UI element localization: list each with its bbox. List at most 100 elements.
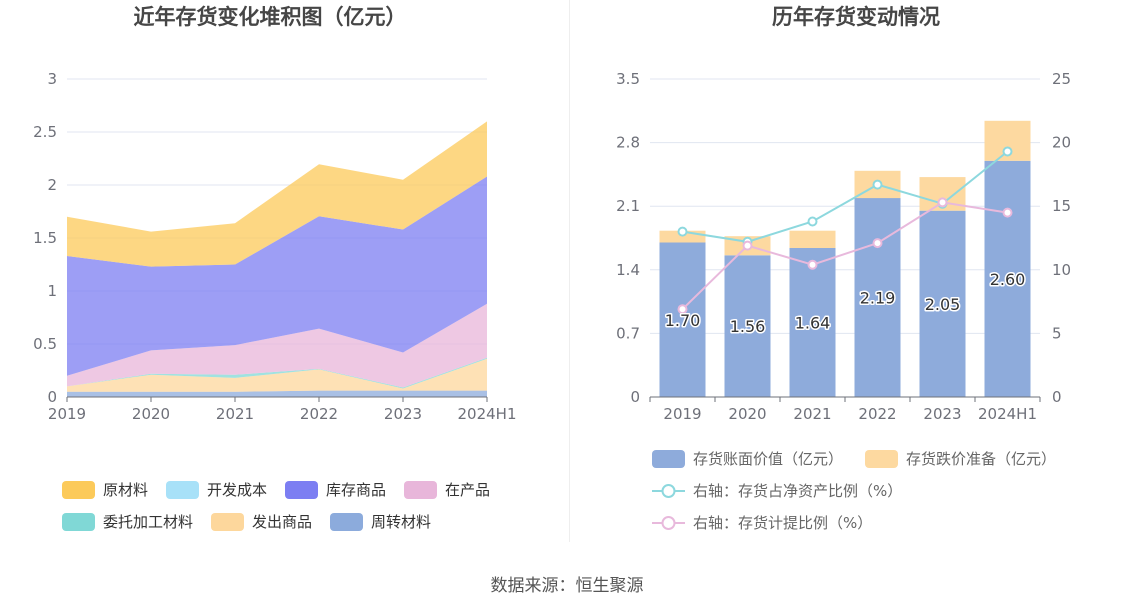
x-axis-tick-label: 2020 <box>728 405 766 423</box>
legend-item-raw-materials[interactable]: 原材料 <box>62 481 148 499</box>
bar-value-label: 1.70 <box>665 311 701 330</box>
point-net-assets-ratio <box>677 226 688 237</box>
bar-value-label: 1.64 <box>795 313 831 332</box>
legend-label-net-assets-ratio: 右轴：存货占净资产比例（%） <box>693 482 903 500</box>
x-axis-tick-label: 2024H1 <box>978 405 1037 423</box>
y-axis-tick-label: 2.5 <box>33 123 57 141</box>
inventory-chart-title: 历年存货变动情况 <box>772 5 940 29</box>
y-axis-tick-label: 1 <box>47 282 57 300</box>
legend-swatch-finished-goods <box>285 481 319 499</box>
bar-book-value <box>854 198 901 397</box>
point-net-assets-ratio <box>807 216 818 227</box>
legend-row: 原材料 开发成本 库存商品 在产品 <box>62 481 508 499</box>
legend-item-book-value[interactable]: 存货账面价值（亿元） <box>652 450 843 468</box>
y-axis-tick-label: 0 <box>630 388 640 406</box>
x-axis-tick-label: 2023 <box>923 405 961 423</box>
legend-row: 委托加工材料 发出商品 周转材料 <box>62 513 508 531</box>
stacked-chart-title: 近年存货变化堆积图（亿元） <box>133 5 407 29</box>
stacked-chart-legend: 原材料 开发成本 库存商品 在产品 委托加工材料 发出商品 <box>62 481 508 545</box>
x-axis-tick-label: 2023 <box>384 405 422 423</box>
legend-swatch-outsourced-processing-materials <box>62 513 95 531</box>
y2-axis-tick-label: 5 <box>1052 324 1062 342</box>
y-axis-tick-label: 0 <box>47 388 57 406</box>
legend-label-provision-ratio: 右轴：存货计提比例（%） <box>693 514 873 532</box>
x-axis-tick-label: 2024H1 <box>458 405 517 423</box>
legend-label-raw-materials: 原材料 <box>103 481 149 499</box>
point-provision-ratio <box>937 197 948 208</box>
legend-item-net-assets-ratio[interactable]: 右轴：存货占净资产比例（%） <box>652 482 902 500</box>
legend-item-impairment-reserve[interactable]: 存货跌价准备（亿元） <box>865 450 1056 468</box>
y-axis-tick-label: 2 <box>47 176 57 194</box>
x-axis-tick-label: 2019 <box>48 405 86 423</box>
y-axis-tick-label: 2.8 <box>616 134 640 152</box>
bar-value-label: 2.60 <box>990 270 1026 289</box>
line-series <box>677 146 1013 315</box>
y-axis-tick-label: 3.5 <box>616 70 640 88</box>
stacked-bars <box>659 120 1031 397</box>
legend-label-impairment-reserve: 存货跌价准备（亿元） <box>906 450 1057 468</box>
bar-book-value <box>919 210 966 397</box>
bar-series-book-value <box>659 160 1031 397</box>
legend-item-goods-shipped[interactable]: 发出商品 <box>211 513 312 531</box>
stacked-area-chart: 0 0.5 1 1.5 2 2.5 3 2019 2020 2021 2022 2023 2024H1 <box>33 70 517 423</box>
y-axis-tick-label: 1.4 <box>616 261 640 279</box>
area-work-in-progress <box>67 303 487 388</box>
inventory-chart-legend: 存货账面价值（亿元） 存货跌价准备（亿元） 右轴：存货占净资产比例（%） <box>652 450 1078 546</box>
x-axis-tick-label: 2021 <box>216 405 254 423</box>
legend-swatch-goods-shipped <box>211 513 245 531</box>
y-axis-tick-label: 3 <box>47 70 57 88</box>
bar-value-label: 1.56 <box>730 317 766 336</box>
legend-swatch-book-value <box>652 450 685 468</box>
legend-label-book-value: 存货账面价值（亿元） <box>693 450 844 468</box>
area-goods-shipped <box>67 358 487 392</box>
y2-axis-tick-label: 10 <box>1052 261 1071 279</box>
bar-book-value <box>659 242 706 397</box>
grid-lines <box>650 78 1040 334</box>
panel-divider <box>569 0 570 542</box>
point-provision-ratio <box>872 238 883 249</box>
legend-swatch-turnover-materials <box>330 513 364 531</box>
y-axis-tick-label: 1.5 <box>33 229 57 247</box>
legend-swatch-impairment-reserve <box>865 450 899 468</box>
y-axis-tick-label: 0.7 <box>616 324 640 342</box>
area-finished-goods <box>67 176 487 376</box>
line-net-assets-ratio <box>682 150 1009 243</box>
y2-axis-tick-label: 20 <box>1052 134 1071 152</box>
y2-axis-tick-label: 25 <box>1052 70 1071 88</box>
y-axis-tick-label: 0.5 <box>33 335 57 353</box>
point-net-assets-ratio <box>1002 146 1013 157</box>
x-axis-tick-label: 2022 <box>858 405 896 423</box>
bar-book-value <box>789 248 836 397</box>
line-provision-ratio <box>681 201 1008 310</box>
legend-label-finished-goods: 库存商品 <box>326 481 387 499</box>
line-legend-icon <box>652 516 685 530</box>
bar-series-impairment-reserve <box>659 120 1031 256</box>
legend-item-turnover-materials[interactable]: 周转材料 <box>330 513 431 531</box>
legend-item-provision-ratio[interactable]: 右轴：存货计提比例（%） <box>652 514 872 532</box>
area-outsourced-processing-materials <box>67 357 487 389</box>
data-source-note: 数据来源：恒生聚源 <box>490 576 644 596</box>
legend-label-work-in-progress: 在产品 <box>445 481 491 499</box>
point-provision-ratio <box>742 240 753 251</box>
legend-item-outsourced-processing-materials[interactable]: 委托加工材料 <box>62 513 193 531</box>
legend-label-turnover-materials: 周转材料 <box>371 513 432 531</box>
x-axis-tick-label: 2021 <box>793 405 831 423</box>
bar-impairment-reserve <box>789 230 836 248</box>
legend-item-finished-goods[interactable]: 库存商品 <box>285 481 386 499</box>
bar-value-label: 2.05 <box>925 295 961 314</box>
legend-label-development-cost: 开发成本 <box>207 481 268 499</box>
bar-value-label: 2.19 <box>860 289 896 308</box>
legend-item-work-in-progress[interactable]: 在产品 <box>404 481 490 499</box>
legend-item-development-cost[interactable]: 开发成本 <box>166 481 267 499</box>
legend-swatch-raw-materials <box>62 481 95 499</box>
point-provision-ratio <box>677 304 688 315</box>
legend-row: 存货账面价值（亿元） 存货跌价准备（亿元） <box>652 450 1078 468</box>
legend-label-goods-shipped: 发出商品 <box>252 513 313 531</box>
y2-axis-tick-label: 0 <box>1052 388 1062 406</box>
inventory-combo-chart: 0 0.7 1.4 2.1 2.8 3.5 0 5 10 15 20 25 2019 2020 2021 20… <box>616 70 1071 423</box>
point-net-assets-ratio <box>872 179 883 190</box>
legend-row: 右轴：存货占净资产比例（%） <box>652 482 1078 500</box>
line-legend-icon <box>652 484 685 498</box>
bar-book-value <box>724 255 771 397</box>
